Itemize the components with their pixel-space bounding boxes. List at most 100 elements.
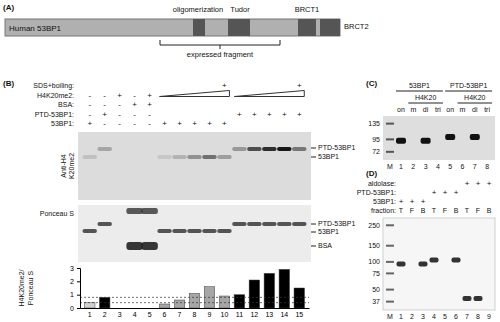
- axis-line: [77, 269, 81, 309]
- blot-band: [470, 134, 480, 140]
- plus-sign: +: [297, 81, 302, 90]
- row-label: 53BP1:: [51, 120, 74, 127]
- tick-label: 2: [70, 278, 74, 285]
- tick-mark: [77, 308, 80, 309]
- row-label: BSA:: [58, 101, 74, 108]
- marker-label: 50: [372, 286, 380, 293]
- plus-sign: +: [162, 119, 167, 128]
- ponceau-band: [172, 229, 186, 233]
- tick-label: 1: [70, 291, 74, 298]
- x-tick: 2: [103, 308, 107, 318]
- tick-label: 13: [265, 311, 273, 318]
- blot-band: [202, 155, 216, 159]
- lane-number: 5: [443, 313, 447, 320]
- minus-sign: -: [133, 119, 136, 128]
- marker-label: 37: [372, 298, 380, 305]
- lane-number: 8: [476, 313, 480, 320]
- fraction-label: T: [399, 207, 404, 214]
- plus-sign: +: [432, 188, 437, 197]
- lane-number: 7: [473, 163, 477, 170]
- marker-band: [386, 301, 394, 303]
- bar: [219, 296, 229, 308]
- domain-segment: [298, 19, 316, 36]
- marker-label: 135: [368, 120, 380, 127]
- plus-sign: +: [267, 110, 272, 119]
- x-tick: 4: [133, 308, 137, 318]
- plus-sign: +: [222, 81, 227, 90]
- y-tick: 1: [70, 291, 80, 298]
- bar-chart: 0123123456789101112131415H4K20me2/Poncea…: [18, 265, 310, 318]
- group-underline: [396, 91, 443, 92]
- group-label: H4K20: [415, 94, 437, 101]
- plus-sign: +: [476, 179, 481, 188]
- plus-sign: +: [252, 110, 257, 119]
- marker-band: [386, 224, 394, 226]
- fraction-label: T: [465, 207, 470, 214]
- ponceau-band: [292, 222, 306, 226]
- x-tick: 9: [208, 308, 212, 318]
- minus-sign: -: [148, 110, 151, 119]
- lane-number: 9: [487, 313, 491, 320]
- fraction-label: B: [487, 207, 492, 214]
- tick-label: 10: [221, 311, 229, 318]
- panel-d: (D)aldolase:+++PTD-53BP1:+++53BP1:+++fra…: [357, 169, 495, 320]
- blot: [78, 132, 311, 200]
- minus-sign: -: [118, 119, 121, 128]
- x-tick: 10: [221, 308, 229, 318]
- blot-band: [232, 147, 246, 151]
- tick-label: 12: [250, 311, 258, 318]
- lane-number: 2: [410, 313, 414, 320]
- plus-sign: +: [297, 110, 302, 119]
- blot-band: [82, 155, 96, 159]
- fraction-label: B: [421, 207, 426, 214]
- group-label: H4K20: [464, 94, 486, 101]
- ponceau-band: [277, 222, 291, 226]
- marker-band: [386, 138, 394, 140]
- axis-title: Ponceau S: [27, 271, 34, 306]
- lane-label: m: [410, 106, 416, 113]
- tick-label: 1: [88, 311, 92, 318]
- ponceau-band: [232, 222, 246, 226]
- gel-band: [419, 261, 428, 266]
- lane-number: 5: [448, 163, 452, 170]
- bar: [174, 300, 184, 308]
- marker-label: 75: [372, 270, 380, 277]
- gel-band: [452, 257, 461, 262]
- lane-number: 4: [436, 163, 440, 170]
- fragment-bracket: [160, 40, 280, 45]
- plus-sign: +: [443, 188, 448, 197]
- ramp-triangle: [234, 91, 304, 97]
- bar: [249, 280, 259, 308]
- ponceau-band: [187, 229, 201, 233]
- blot-band: [247, 147, 261, 151]
- lane-number: 3: [421, 313, 425, 320]
- plus-sign: +: [465, 179, 470, 188]
- plus-sign: +: [410, 197, 415, 206]
- domain-segment: [228, 19, 250, 36]
- lane-label: di: [472, 106, 478, 113]
- gel-band: [397, 261, 406, 266]
- tick-label: 9: [208, 311, 212, 318]
- lane-number: M: [387, 163, 393, 170]
- ponceau-band: [126, 242, 142, 250]
- marker-label: 150: [368, 242, 380, 249]
- x-tick: 6: [163, 308, 167, 318]
- domain-label: BRCT2: [344, 22, 369, 31]
- lane-label: tri: [484, 106, 490, 113]
- fraction-label: F: [476, 207, 480, 214]
- bar: [159, 304, 169, 308]
- ramp-triangle: [160, 91, 230, 97]
- lane-number: 6: [461, 163, 465, 170]
- minus-sign: -: [103, 91, 106, 100]
- blot-label: K20me2: [68, 153, 75, 179]
- plus-sign: +: [207, 119, 212, 128]
- marker-band: [386, 261, 394, 263]
- panel-b: (B)SDS+boiling:++H4K20me2:++---BSA:++---…: [3, 79, 355, 262]
- figure: (A)Human 53BP1oligomerizationTudorBRCT1B…: [0, 0, 500, 322]
- band-pointer: [311, 157, 316, 158]
- lane-number: 3: [424, 163, 428, 170]
- band-pointer: [311, 148, 316, 149]
- tick-label: 7: [178, 311, 182, 318]
- plus-sign: +: [177, 119, 182, 128]
- ponceau-band: [217, 229, 231, 233]
